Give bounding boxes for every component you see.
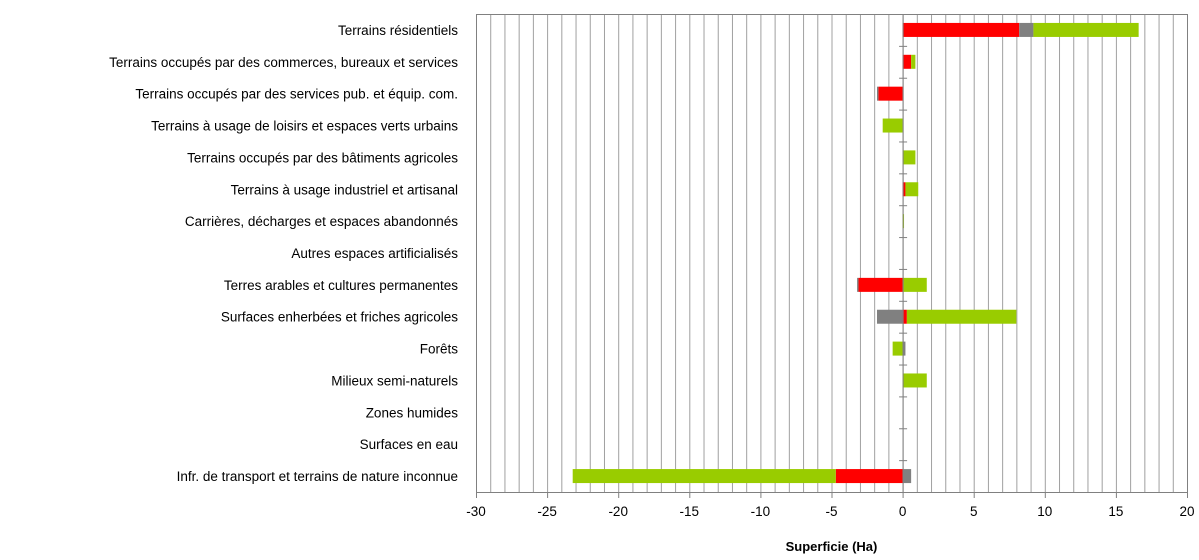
category-label: Autres espaces artificialisés bbox=[291, 246, 458, 261]
category-label: Terrains occupés par des commerces, bure… bbox=[109, 55, 458, 70]
bar-10-series-2 bbox=[892, 341, 903, 356]
bar-14-series-2 bbox=[572, 469, 836, 484]
bar-9-series-1 bbox=[877, 309, 903, 324]
category-label: Zones humides bbox=[366, 405, 459, 420]
category-labels: Terrains résidentiels Terrains occupés pa… bbox=[109, 23, 458, 484]
bar-8-series-1 bbox=[857, 277, 859, 292]
bar-5-series-0 bbox=[902, 182, 906, 197]
bar-11-series-2 bbox=[902, 373, 927, 388]
category-label: Terres arables et cultures permanentes bbox=[224, 278, 458, 293]
bar-9-series-2 bbox=[906, 309, 1017, 324]
category-label: Surfaces enherbées et friches agricoles bbox=[221, 310, 458, 325]
category-label: Infr. de transport et terrains de nature… bbox=[177, 469, 458, 484]
bar-9-series-0 bbox=[902, 309, 907, 324]
x-tick-label: -25 bbox=[537, 504, 557, 519]
category-label: Terrains occupés par des services pub. e… bbox=[135, 87, 458, 102]
bar-2-series-0 bbox=[878, 86, 903, 101]
x-tick-label: 15 bbox=[1108, 504, 1123, 519]
x-tick-label: -15 bbox=[680, 504, 700, 519]
category-label: Forêts bbox=[420, 342, 459, 357]
bar-10-series-1 bbox=[902, 341, 906, 356]
bar-14-series-0 bbox=[835, 469, 903, 484]
x-tick-label: 0 bbox=[899, 504, 907, 519]
category-label: Carrières, décharges et espaces abandonn… bbox=[185, 214, 458, 229]
category-label: Terrains occupés par des bâtiments agric… bbox=[187, 150, 458, 165]
x-axis-title: Superficie (Ha) bbox=[786, 539, 878, 554]
x-tick-label: 20 bbox=[1179, 504, 1194, 519]
tick-labels: -30 -25 -20 -15 -10 -5 0 5 10 15 20 bbox=[466, 504, 1194, 519]
x-tick-label: -5 bbox=[825, 504, 837, 519]
bars bbox=[572, 22, 1139, 484]
x-tick-label: -10 bbox=[751, 504, 771, 519]
gridlines bbox=[476, 14, 1188, 492]
bar-4-series-2 bbox=[902, 150, 916, 165]
bar-8-series-0 bbox=[858, 277, 903, 292]
bar-5-series-2 bbox=[905, 182, 919, 197]
category-label: Milieux semi-naturels bbox=[331, 373, 458, 388]
axes bbox=[476, 14, 1188, 498]
bar-0-series-1 bbox=[1019, 22, 1034, 37]
bar-2-series-1 bbox=[877, 86, 879, 101]
x-tick-label: 10 bbox=[1037, 504, 1052, 519]
bar-1-series-2 bbox=[911, 54, 916, 69]
x-tick-label: -20 bbox=[608, 504, 628, 519]
bar-0-series-0 bbox=[902, 22, 1020, 37]
bar-8-series-2 bbox=[902, 277, 927, 292]
category-label: Terrains à usage de loisirs et espaces v… bbox=[151, 119, 458, 134]
bar-14-series-1 bbox=[902, 469, 912, 484]
x-tick-label: -30 bbox=[466, 504, 486, 519]
category-label: Surfaces en eau bbox=[360, 437, 458, 452]
bar-3-series-2 bbox=[882, 118, 903, 133]
bar-1-series-0 bbox=[902, 54, 912, 69]
category-label: Terrains résidentiels bbox=[338, 23, 458, 38]
x-tick-label: 5 bbox=[970, 504, 978, 519]
category-label: Terrains à usage industriel et artisanal bbox=[231, 182, 458, 197]
bar-0-series-2 bbox=[1033, 22, 1139, 37]
